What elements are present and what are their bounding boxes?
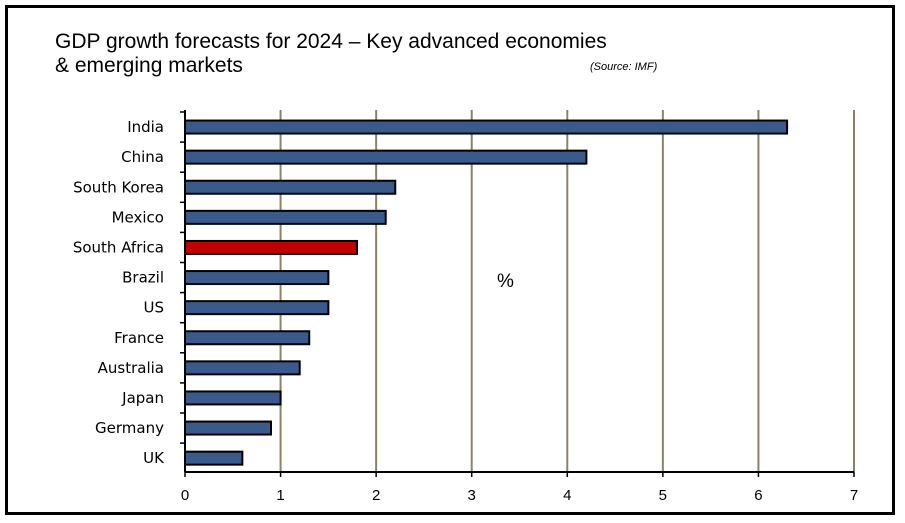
bar-brazil: [184, 270, 330, 286]
labels: India China South Korea Mexico South Africa B…: [73, 118, 858, 504]
bars: [184, 119, 789, 466]
x-tick-label-5: 5: [659, 487, 667, 504]
x-tick-label-6: 6: [754, 487, 762, 504]
chart-frame: [5, 5, 895, 515]
x-tick-label-4: 4: [563, 487, 571, 504]
bar-australia: [184, 360, 301, 376]
category-label-uk: UK: [143, 449, 165, 467]
bar-south-korea: [184, 179, 397, 195]
unit-annotation: %: [497, 271, 514, 292]
category-label-us: US: [143, 299, 164, 317]
gridlines: [279, 110, 855, 472]
x-tick-label-2: 2: [372, 487, 380, 504]
chart-title: GDP growth forecasts for 2024 – Key adva…: [55, 30, 607, 77]
category-label-south-africa: South Africa: [73, 238, 164, 256]
x-tick-label-3: 3: [468, 487, 476, 504]
bar-india: [184, 119, 789, 135]
chart-source: (Source: IMF): [590, 61, 658, 73]
bar-south-africa: [184, 239, 359, 255]
bar-us: [184, 300, 330, 316]
bar-germany: [184, 420, 273, 436]
category-label-germany: Germany: [95, 419, 164, 437]
category-label-brazil: Brazil: [122, 269, 164, 287]
axes: [180, 110, 855, 477]
category-label-japan: Japan: [121, 389, 164, 407]
category-label-south-korea: South Korea: [73, 178, 164, 196]
category-label-china: China: [121, 148, 164, 166]
bar-japan: [184, 390, 282, 406]
bar-mexico: [184, 209, 387, 225]
category-label-india: India: [127, 118, 164, 136]
category-label-australia: Australia: [98, 359, 164, 377]
x-tick-label-7: 7: [850, 487, 858, 504]
bar-france: [184, 330, 311, 346]
category-label-france: France: [114, 329, 164, 347]
category-label-mexico: Mexico: [112, 208, 164, 226]
bar-uk: [184, 450, 244, 466]
bar-china: [184, 149, 588, 165]
x-tick-label-0: 0: [181, 487, 189, 504]
x-tick-label-1: 1: [276, 487, 284, 504]
